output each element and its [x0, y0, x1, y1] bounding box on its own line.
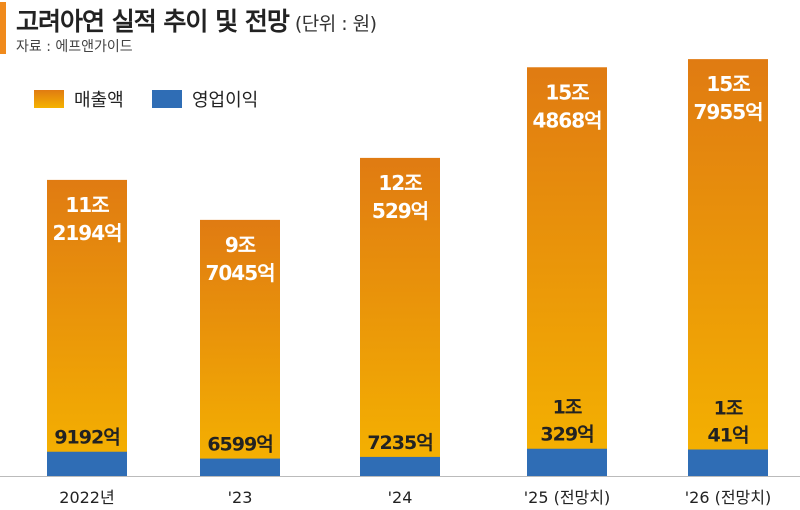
revenue-data-label: 529억: [372, 199, 428, 223]
operating-profit-bar: [200, 458, 280, 476]
legend-label: 매출액: [74, 90, 124, 111]
legend-item-operating-profit: 영업이익: [152, 86, 258, 112]
unit-label: (단위 : 원): [294, 13, 377, 35]
revenue-bar: [527, 67, 607, 476]
operating-profit-data-label: 329억: [540, 424, 593, 446]
legend-label: 영업이익: [192, 90, 259, 111]
chart-title: 고려아연 실적 추이 및 전망 (단위 : 원): [16, 2, 377, 38]
title-accent-bar: [0, 2, 6, 54]
revenue-data-label: 15조: [545, 80, 589, 104]
revenue-bar: [200, 219, 280, 476]
revenue-data-label: 12조: [378, 171, 422, 195]
operating-profit-data-label: 6599억: [207, 434, 272, 456]
revenue-data-label: 9조: [225, 233, 256, 257]
operating-profit-data-label: 7235억: [367, 432, 432, 454]
operating-profit-data-label: 1조: [714, 397, 743, 419]
x-tick-label: '26 (전망치): [685, 488, 772, 507]
revenue-data-label: 7955억: [693, 100, 762, 124]
x-tick-label: '24: [388, 488, 413, 507]
revenue-bar: [360, 157, 440, 477]
revenue-bar: [47, 179, 127, 476]
x-tick-label: '23: [228, 488, 253, 507]
operating-profit-data-label: 9192억: [54, 427, 119, 449]
title-text: 고려아연 실적 추이 및 전망: [16, 7, 290, 36]
revenue-data-label: 15조: [706, 72, 750, 96]
legend-item-revenue: 매출액: [34, 86, 124, 112]
operating-profit-bar: [360, 456, 440, 476]
legend-swatch-revenue: [34, 90, 64, 108]
operating-profit-bar: [47, 451, 127, 476]
revenue-data-label: 7045억: [205, 261, 274, 285]
revenue-bar: [688, 59, 768, 476]
operating-profit-data-label: 41억: [708, 424, 749, 446]
operating-profit-data-label: 1조: [553, 397, 582, 419]
revenue-data-label: 11조: [65, 193, 109, 217]
operating-profit-bar: [527, 448, 607, 476]
revenue-data-label: 4868억: [532, 108, 601, 132]
source-label: 자료 : 에프앤가이드: [16, 39, 133, 55]
legend-swatch-operating-profit: [152, 90, 182, 108]
x-tick-label: '25 (전망치): [524, 488, 611, 507]
operating-profit-bar: [688, 449, 768, 476]
x-tick-label: 2022년: [59, 488, 114, 507]
revenue-data-label: 2194억: [52, 221, 121, 245]
